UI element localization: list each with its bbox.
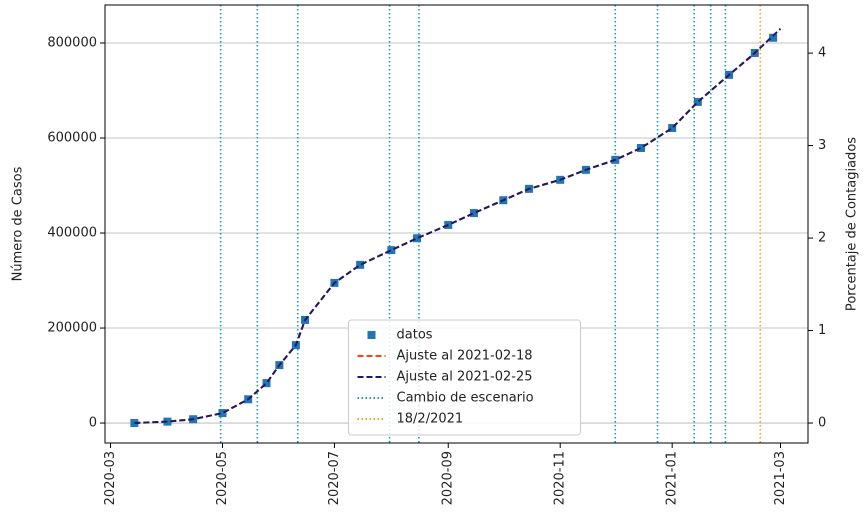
data-point	[769, 33, 778, 42]
data-point	[356, 260, 365, 269]
y2-tick-label: 3	[818, 138, 826, 153]
data-point	[262, 379, 271, 388]
legend-box	[348, 319, 581, 436]
legend-label: Ajuste al 2021-02-25	[397, 370, 533, 385]
x-tick-label: 2021-03	[773, 451, 788, 505]
y2-tick-label: 4	[818, 46, 826, 61]
data-point	[469, 209, 478, 218]
y-axis-label: Número de Casos	[11, 166, 26, 281]
x-tick-label: 2020-03	[103, 451, 118, 505]
y-tick-label: 200000	[47, 321, 97, 336]
data-point	[413, 234, 422, 243]
x-tick-label: 2020-09	[441, 451, 456, 505]
x-tick-label: 2020-05	[215, 451, 230, 505]
x-tick-label: 2020-11	[553, 451, 568, 505]
y-tick-label: 600000	[47, 131, 97, 146]
y2-tick-label: 0	[818, 416, 826, 431]
y-tick-label: 0	[89, 416, 97, 431]
plot-frame	[104, 4, 809, 444]
legend-label: Ajuste al 2021-02-18	[397, 349, 533, 364]
legend-label: Cambio de escenario	[397, 391, 534, 406]
x-tick-label: 2021-01	[665, 451, 680, 505]
x-tick-label: 2020-07	[327, 451, 342, 505]
y-tick-label: 400000	[47, 226, 97, 241]
data-point	[218, 409, 227, 418]
y2-axis-label: Porcentaje de Contagiados	[845, 137, 860, 311]
data-point	[636, 143, 645, 152]
legend-marker	[367, 331, 376, 339]
data-point	[387, 246, 396, 255]
fit-line	[134, 28, 782, 425]
y-tick-label: 800000	[47, 36, 97, 51]
y2-tick-label: 1	[818, 323, 826, 338]
data-point	[163, 417, 172, 426]
legend-label: 18/2/2021	[397, 412, 464, 427]
legend-label: datos	[397, 328, 433, 343]
data-point	[668, 124, 677, 133]
data-point	[693, 97, 702, 106]
y2-tick-label: 2	[818, 231, 826, 246]
